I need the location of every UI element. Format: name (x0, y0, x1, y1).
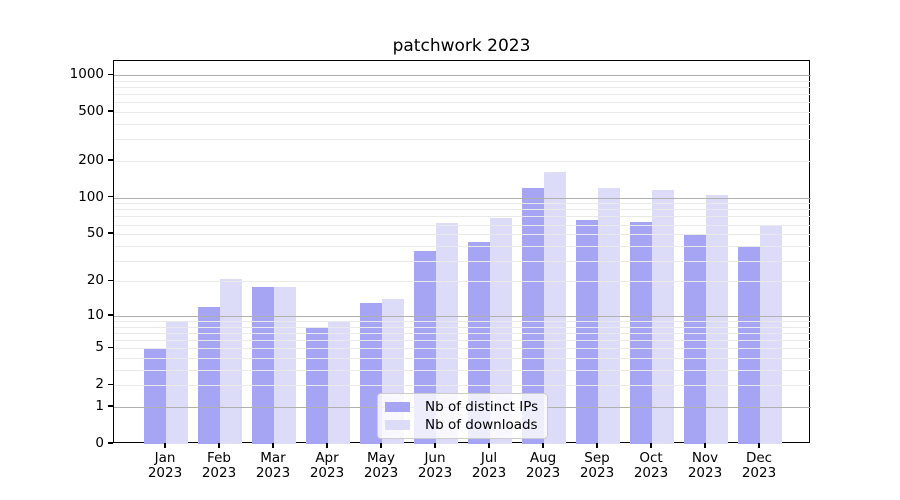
x-tick-month: Aug (529, 450, 557, 466)
x-tick-month: Nov (691, 450, 719, 466)
legend-swatch-downloads (385, 420, 410, 430)
x-tick-year: 2023 (363, 465, 399, 481)
x-tick-label: Dec 2023 (729, 451, 789, 481)
x-tick-label: Aug 2023 (513, 451, 573, 481)
y-tick-label: 100 (78, 188, 104, 205)
y-tick-label: 50 (86, 225, 104, 242)
bar-downloads-apr (328, 321, 350, 444)
bar-ips-may (360, 303, 382, 444)
y-tick-label: 2 (95, 376, 104, 393)
x-tick-label: Jun 2023 (405, 451, 465, 481)
legend-swatch-distinct-ips (385, 402, 410, 412)
x-tick-month: Feb (207, 450, 231, 466)
x-tick-month: Mar (260, 450, 286, 466)
bar-ips-oct (630, 222, 652, 444)
x-tick-month: Dec (745, 450, 773, 466)
x-tick-label: Jul 2023 (459, 451, 519, 481)
bar-downloads-jan (166, 321, 188, 444)
x-tick-month: May (367, 450, 395, 466)
bar-downloads-feb (220, 279, 242, 444)
x-tick-year: 2023 (147, 465, 183, 481)
x-tick-year: 2023 (309, 465, 345, 481)
x-tick-label: Sep 2023 (567, 451, 627, 481)
legend-label-distinct-ips: Nb of distinct IPs (425, 399, 539, 415)
bar-downloads-oct (652, 190, 674, 444)
x-tick-year: 2023 (579, 465, 615, 481)
x-tick-month: Sep (584, 450, 610, 466)
bar-ips-jan (144, 348, 166, 444)
legend-label-downloads: Nb of downloads (425, 417, 538, 433)
x-tick-year: 2023 (417, 465, 453, 481)
y-tick-label: 200 (78, 151, 104, 168)
bar-ips-mar (252, 286, 274, 444)
y-tick-label: 500 (78, 103, 104, 120)
x-tick-year: 2023 (525, 465, 561, 481)
legend-item-downloads: Nb of downloads (385, 417, 538, 433)
y-tick-label: 0 (95, 435, 104, 451)
x-tick-label: Apr 2023 (297, 451, 357, 481)
x-tick-label: Mar 2023 (243, 451, 303, 481)
legend: Nb of distinct IPs Nb of downloads (377, 393, 549, 439)
y-tick-label: 20 (86, 272, 104, 289)
x-tick-month: Oct (639, 450, 663, 466)
bar-ips-feb (198, 307, 220, 444)
bar-ips-sep (576, 219, 598, 444)
plot-area: Nb of distinct IPs Nb of downloads (113, 60, 811, 444)
y-tick-label: 5 (95, 339, 104, 356)
chart-title: patchwork 2023 (392, 36, 531, 56)
bar-downloads-sep (598, 188, 620, 444)
bar-downloads-aug (544, 172, 566, 444)
x-tick-label: May 2023 (351, 451, 411, 481)
x-tick-year: 2023 (633, 465, 669, 481)
x-tick-label: Oct 2023 (621, 451, 681, 481)
bar-ips-apr (306, 326, 328, 444)
legend-item-distinct-ips: Nb of distinct IPs (385, 399, 538, 415)
bar-downloads-dec (760, 225, 782, 444)
y-tick-label: 1000 (69, 66, 104, 83)
bars-layer (114, 61, 811, 444)
x-tick-month: Apr (315, 450, 339, 466)
bar-ips-dec (738, 247, 760, 444)
x-tick-label: Jan 2023 (135, 451, 195, 481)
y-tick-label: 1 (95, 398, 104, 414)
x-tick-label: Nov 2023 (675, 451, 735, 481)
bar-downloads-mar (274, 286, 296, 444)
x-tick-month: Jan (154, 450, 176, 466)
x-tick-month: Jun (424, 450, 446, 466)
y-tick-label: 10 (86, 307, 104, 323)
x-tick-label: Feb 2023 (189, 451, 249, 481)
x-tick-month: Jul (480, 450, 498, 466)
x-tick-year: 2023 (471, 465, 507, 481)
bar-downloads-jul (490, 218, 512, 444)
bar-ips-nov (684, 235, 706, 444)
x-tick-year: 2023 (201, 465, 237, 481)
bar-downloads-nov (706, 194, 728, 444)
x-tick-year: 2023 (255, 465, 291, 481)
x-tick-year: 2023 (687, 465, 723, 481)
x-tick-year: 2023 (741, 465, 777, 481)
